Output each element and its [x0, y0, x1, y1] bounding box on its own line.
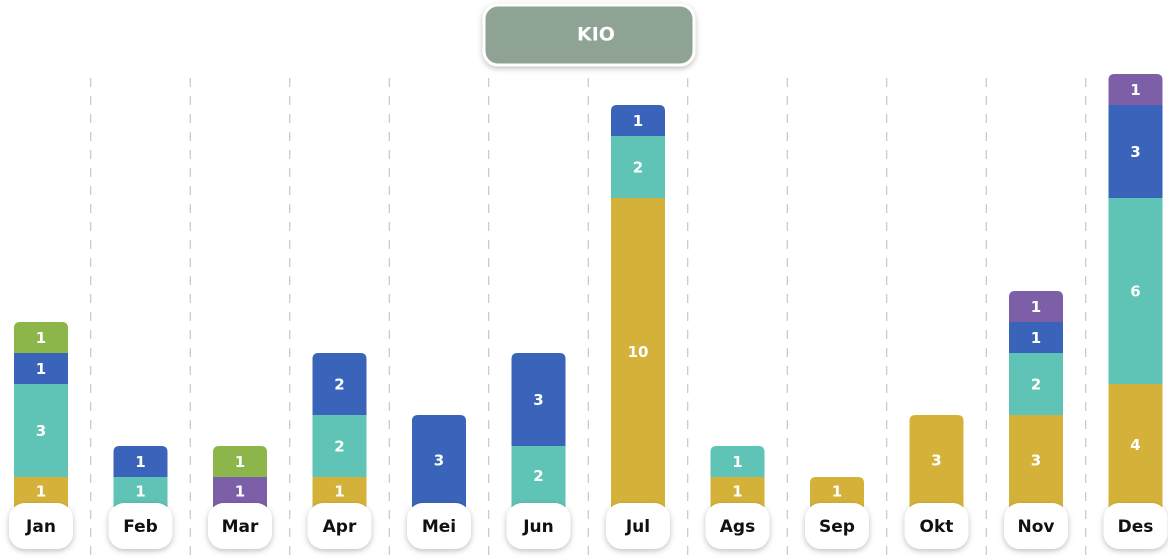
- bar-segment: [810, 477, 864, 508]
- value-label: 2: [334, 376, 344, 394]
- bar-segment: [1009, 353, 1063, 415]
- category-box: [9, 503, 73, 549]
- value-label: 1: [235, 483, 245, 501]
- category-box: [307, 503, 372, 549]
- bar-segment: [213, 477, 267, 508]
- category-box: [1004, 503, 1068, 549]
- value-label: 6: [1130, 283, 1140, 301]
- x-tick-label: Nov: [1018, 517, 1055, 537]
- bars: 1 3 1 1 1 1 1 1 1 2 2 3 2 3 10 2 1 1 1 1 3 3 2 1 1 4 6 3 1: [14, 74, 1163, 508]
- value-label: 4: [1130, 436, 1140, 454]
- grid: [90, 78, 1087, 555]
- value-label: 1: [36, 360, 46, 378]
- category-box: [108, 503, 173, 549]
- bar-segment: [909, 415, 964, 508]
- value-label: 1: [1130, 81, 1140, 99]
- value-label: 1: [633, 112, 643, 130]
- bar-segment: [113, 446, 168, 477]
- x-tick-label: Apr: [323, 517, 357, 537]
- value-label: 1: [1031, 298, 1041, 316]
- category-box: [805, 503, 869, 549]
- bar-segment: [710, 477, 765, 508]
- value-label: 3: [931, 452, 941, 470]
- value-label: 3: [533, 391, 543, 409]
- bar-segment: [1009, 291, 1063, 322]
- x-tick-label: Ags: [720, 517, 755, 537]
- x-tick-label: Sep: [819, 517, 855, 537]
- category-box: [904, 503, 969, 549]
- bar-segment: [14, 322, 68, 353]
- value-label: 1: [832, 483, 842, 501]
- x-tick-label: Jan: [25, 517, 56, 537]
- bar-segment: [14, 353, 68, 384]
- x-tick-label: Okt: [920, 517, 954, 537]
- bar-segment: [611, 198, 665, 508]
- value-label: 1: [135, 453, 145, 471]
- value-label: 2: [633, 159, 643, 177]
- bar-segment: [113, 477, 168, 508]
- category-box: [705, 503, 770, 549]
- value-label: 2: [1031, 376, 1041, 394]
- x-tick-label: Mei: [422, 517, 456, 537]
- bar-segment: [312, 477, 367, 508]
- category-box: [208, 503, 272, 549]
- x-tick-label: Feb: [123, 517, 158, 537]
- bar-segment: [1009, 415, 1063, 508]
- value-label: 1: [135, 483, 145, 501]
- bar-segment: [611, 105, 665, 136]
- x-tick-label: Mar: [222, 517, 259, 537]
- bar-segment: [412, 415, 466, 508]
- value-label: 1: [36, 483, 46, 501]
- value-label: 1: [334, 483, 344, 501]
- bar-segment: [1009, 322, 1063, 353]
- value-label: 2: [533, 467, 543, 485]
- category-box: [407, 503, 471, 549]
- title-box: [482, 3, 696, 67]
- bar-segment: [611, 136, 665, 198]
- bar-segment: [213, 446, 267, 477]
- value-label: 3: [434, 452, 444, 470]
- bar-segment: [14, 477, 68, 508]
- value-label: 3: [1130, 143, 1140, 161]
- x-tick-label: Jun: [522, 517, 554, 537]
- value-label: 1: [235, 453, 245, 471]
- bar-segment: [710, 446, 765, 477]
- value-label: 3: [36, 422, 46, 440]
- value-label: 1: [1031, 329, 1041, 347]
- bar-segment: [1108, 105, 1163, 198]
- category-box: [1103, 503, 1168, 549]
- value-label: 3: [1031, 452, 1041, 470]
- x-tick-label: Des: [1118, 517, 1154, 537]
- value-label: 1: [36, 329, 46, 347]
- bar-segment: [312, 415, 367, 477]
- bar-segment: [14, 384, 68, 477]
- bar-segment: [511, 353, 566, 446]
- value-label: 10: [628, 343, 649, 361]
- bar-segment: [312, 353, 367, 415]
- x-tick-label: Jul: [625, 517, 650, 537]
- bar-segment: [511, 446, 566, 508]
- value-label: 1: [732, 483, 742, 501]
- bar-segment: [1108, 384, 1163, 508]
- bar-segment: [1108, 74, 1163, 105]
- value-label: 2: [334, 438, 344, 456]
- value-label: 1: [732, 453, 742, 471]
- chart-title: KIO: [577, 24, 615, 46]
- category-box: [606, 503, 670, 549]
- category-box: [506, 503, 571, 549]
- bar-segment: [1108, 198, 1163, 384]
